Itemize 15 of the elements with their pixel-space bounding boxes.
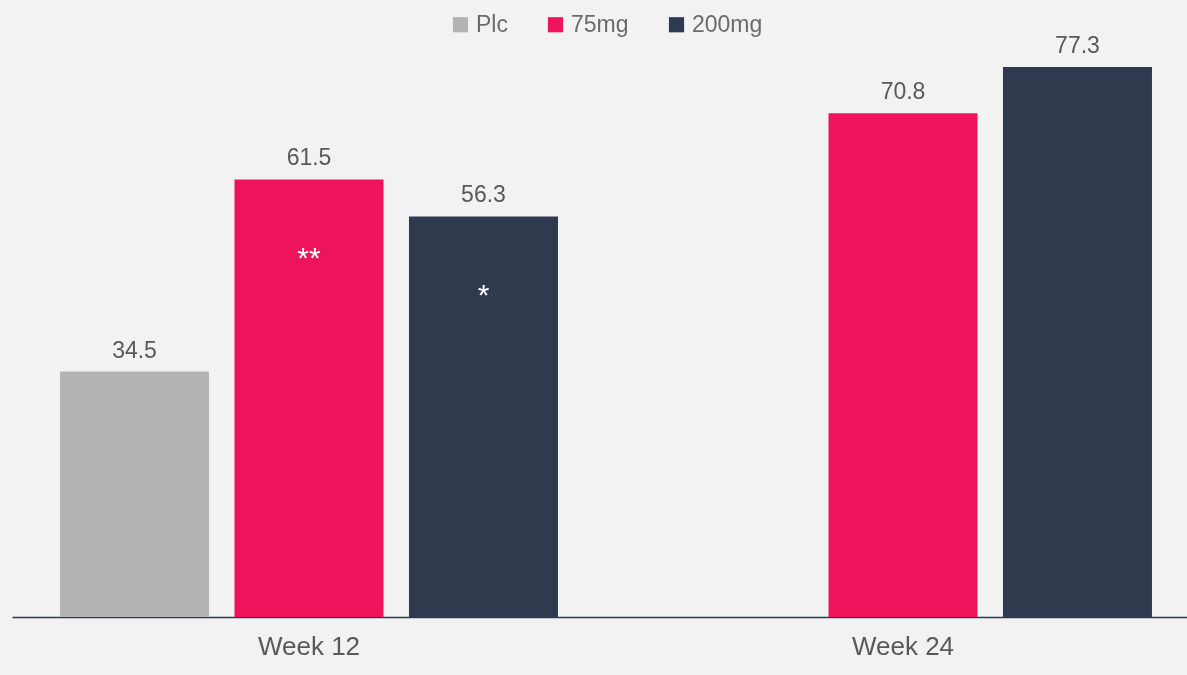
legend-label: 75mg — [571, 10, 629, 37]
annotation: * — [477, 278, 490, 312]
data-label: 34.5 — [112, 336, 157, 363]
x-tick-label: Week 24 — [851, 630, 955, 661]
x-tick-label: Week 12 — [257, 630, 361, 661]
data-label: 61.5 — [286, 144, 332, 171]
legend-label: Plc — [476, 10, 508, 37]
bar — [60, 371, 210, 617]
data-label: 56.3 — [461, 181, 506, 208]
annotation: ** — [297, 241, 321, 275]
data-label: 77.3 — [1055, 32, 1100, 58]
bar — [828, 113, 978, 617]
data-label: 70.8 — [880, 78, 926, 105]
bar — [234, 179, 384, 617]
legend-label: 200mg — [692, 10, 763, 37]
